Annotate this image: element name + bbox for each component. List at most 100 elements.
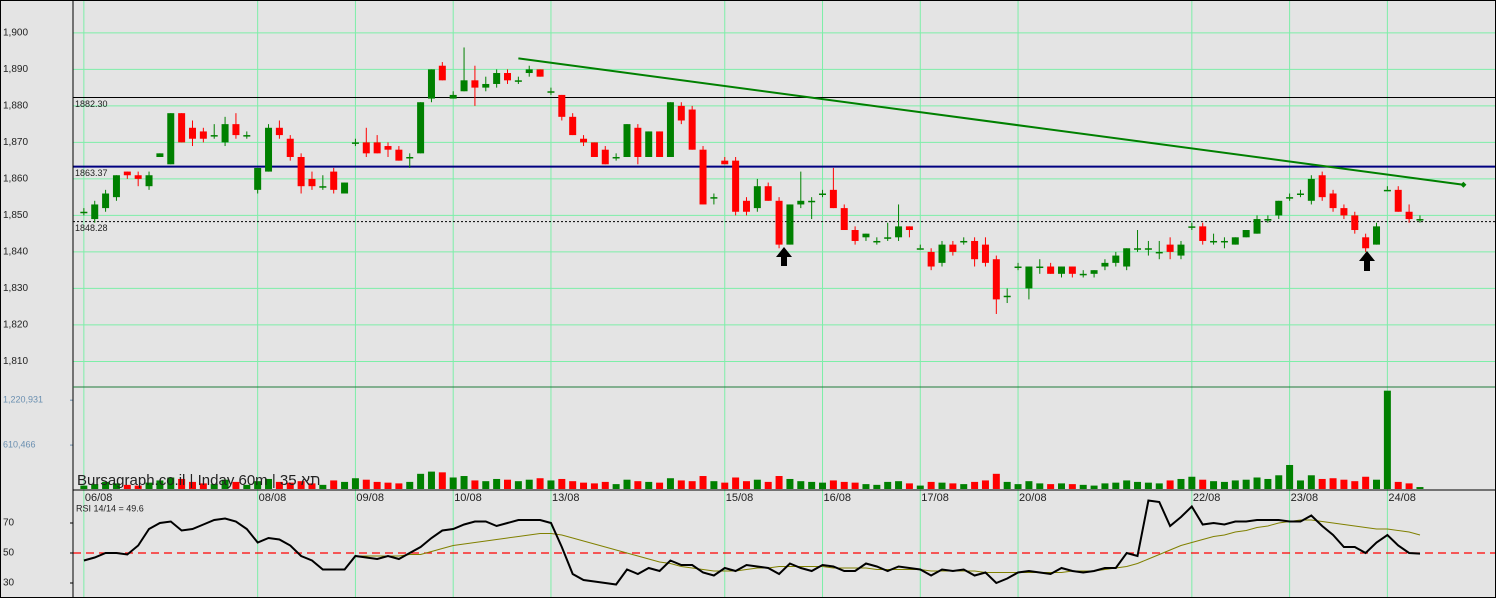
candle-body [254, 167, 262, 190]
candle-body [1296, 193, 1304, 195]
volume-bar [981, 480, 989, 489]
volume-bar [764, 481, 772, 489]
candle-body [580, 138, 588, 143]
volume-bar [1144, 482, 1152, 489]
candle-body [417, 102, 425, 154]
candle-body [134, 175, 142, 179]
candle-body [91, 204, 99, 220]
volume-bar [406, 481, 414, 489]
arrow [776, 247, 792, 266]
volume-bar [1220, 481, 1228, 489]
volume-bar [699, 476, 707, 489]
volume-bar [482, 481, 490, 489]
volume-bar [395, 483, 403, 489]
candle-body [1394, 189, 1402, 212]
candle-body [460, 80, 468, 92]
volume-bar [992, 473, 1000, 489]
candle-body [1025, 266, 1033, 289]
marks [73, 47, 1496, 586]
candle-body [1036, 266, 1044, 269]
candle-body [1101, 262, 1109, 267]
volume-bar [971, 481, 979, 489]
candle-body [666, 102, 674, 157]
volume-bar [286, 482, 294, 489]
volume-bar [427, 471, 435, 489]
volume-bar [873, 484, 881, 489]
volume-bar [308, 483, 316, 489]
volume-bar [938, 482, 946, 489]
candle-body [1286, 197, 1294, 199]
candle-body [992, 259, 1000, 300]
volume-bar [1014, 484, 1022, 489]
candle-body [1231, 237, 1239, 245]
volume-bar [1242, 479, 1250, 489]
rsi-tick-label: 50 [3, 548, 15, 559]
volume-bar [916, 485, 924, 489]
volume-bar [1373, 479, 1381, 489]
y-tick-label: 1,850 [3, 210, 28, 221]
y-tick-label: 1,900 [3, 27, 28, 38]
volume-bar [275, 481, 283, 489]
candle-body [1112, 255, 1120, 263]
volume-bar [1296, 480, 1304, 489]
candle-body [677, 105, 685, 121]
x-tick-label: 10/08 [454, 492, 482, 504]
candle-body [1351, 215, 1359, 231]
volume-bar [840, 481, 848, 489]
volume-bar [449, 477, 457, 489]
candle-body [482, 83, 490, 88]
x-tick-label: 13/08 [552, 492, 580, 504]
candle-body [1068, 266, 1076, 274]
volume-bar [1210, 481, 1218, 489]
volume-bar [199, 483, 207, 489]
volume-bar [525, 479, 533, 489]
candle-body [330, 171, 338, 190]
candle-body [764, 186, 772, 201]
volume-bar [1123, 480, 1131, 489]
volume-bar [1275, 475, 1283, 489]
candle-body [1253, 219, 1261, 234]
candle-body [612, 156, 620, 159]
candle-body [981, 244, 989, 263]
volume-bar [265, 478, 273, 489]
candle-body [851, 230, 859, 241]
volume-bar [91, 484, 99, 489]
candle-body [938, 244, 946, 263]
volume-bar [1253, 477, 1261, 489]
candle-body [1416, 219, 1424, 221]
candle-body [199, 131, 207, 139]
candle-body [1188, 226, 1196, 228]
volume-tick-label: 610,466 [3, 439, 36, 449]
candle-body [167, 113, 175, 165]
y-tick-label: 1,830 [3, 283, 28, 294]
candle-body [395, 149, 403, 161]
volume-bar [677, 480, 685, 489]
candle-body [927, 251, 935, 267]
volume-bar [319, 484, 327, 489]
x-tick-label: 15/08 [726, 492, 754, 504]
candle-body [123, 171, 131, 176]
candle-body [1383, 189, 1391, 192]
candle-body [1405, 211, 1413, 220]
volume-bar [960, 484, 968, 489]
volume-bar [590, 483, 598, 489]
volume-bar [167, 477, 175, 489]
candle-body [427, 69, 435, 99]
volume-bar [1090, 485, 1098, 489]
candle-body [1318, 175, 1326, 198]
grid [70, 0, 1496, 598]
candle-body [80, 211, 88, 214]
candle-body [916, 248, 924, 250]
volume-bar [547, 480, 555, 489]
x-tick-label: 06/08 [85, 492, 113, 504]
volume-bar [612, 484, 620, 489]
arrow [1359, 251, 1375, 271]
volume-bar [112, 483, 120, 489]
x-tick-label: 09/08 [356, 492, 384, 504]
volume-bar [753, 479, 761, 489]
candle-body [102, 193, 110, 209]
y-tick-label: 1,880 [3, 101, 28, 112]
candle-body [1177, 244, 1185, 256]
volume-bar [123, 484, 131, 489]
